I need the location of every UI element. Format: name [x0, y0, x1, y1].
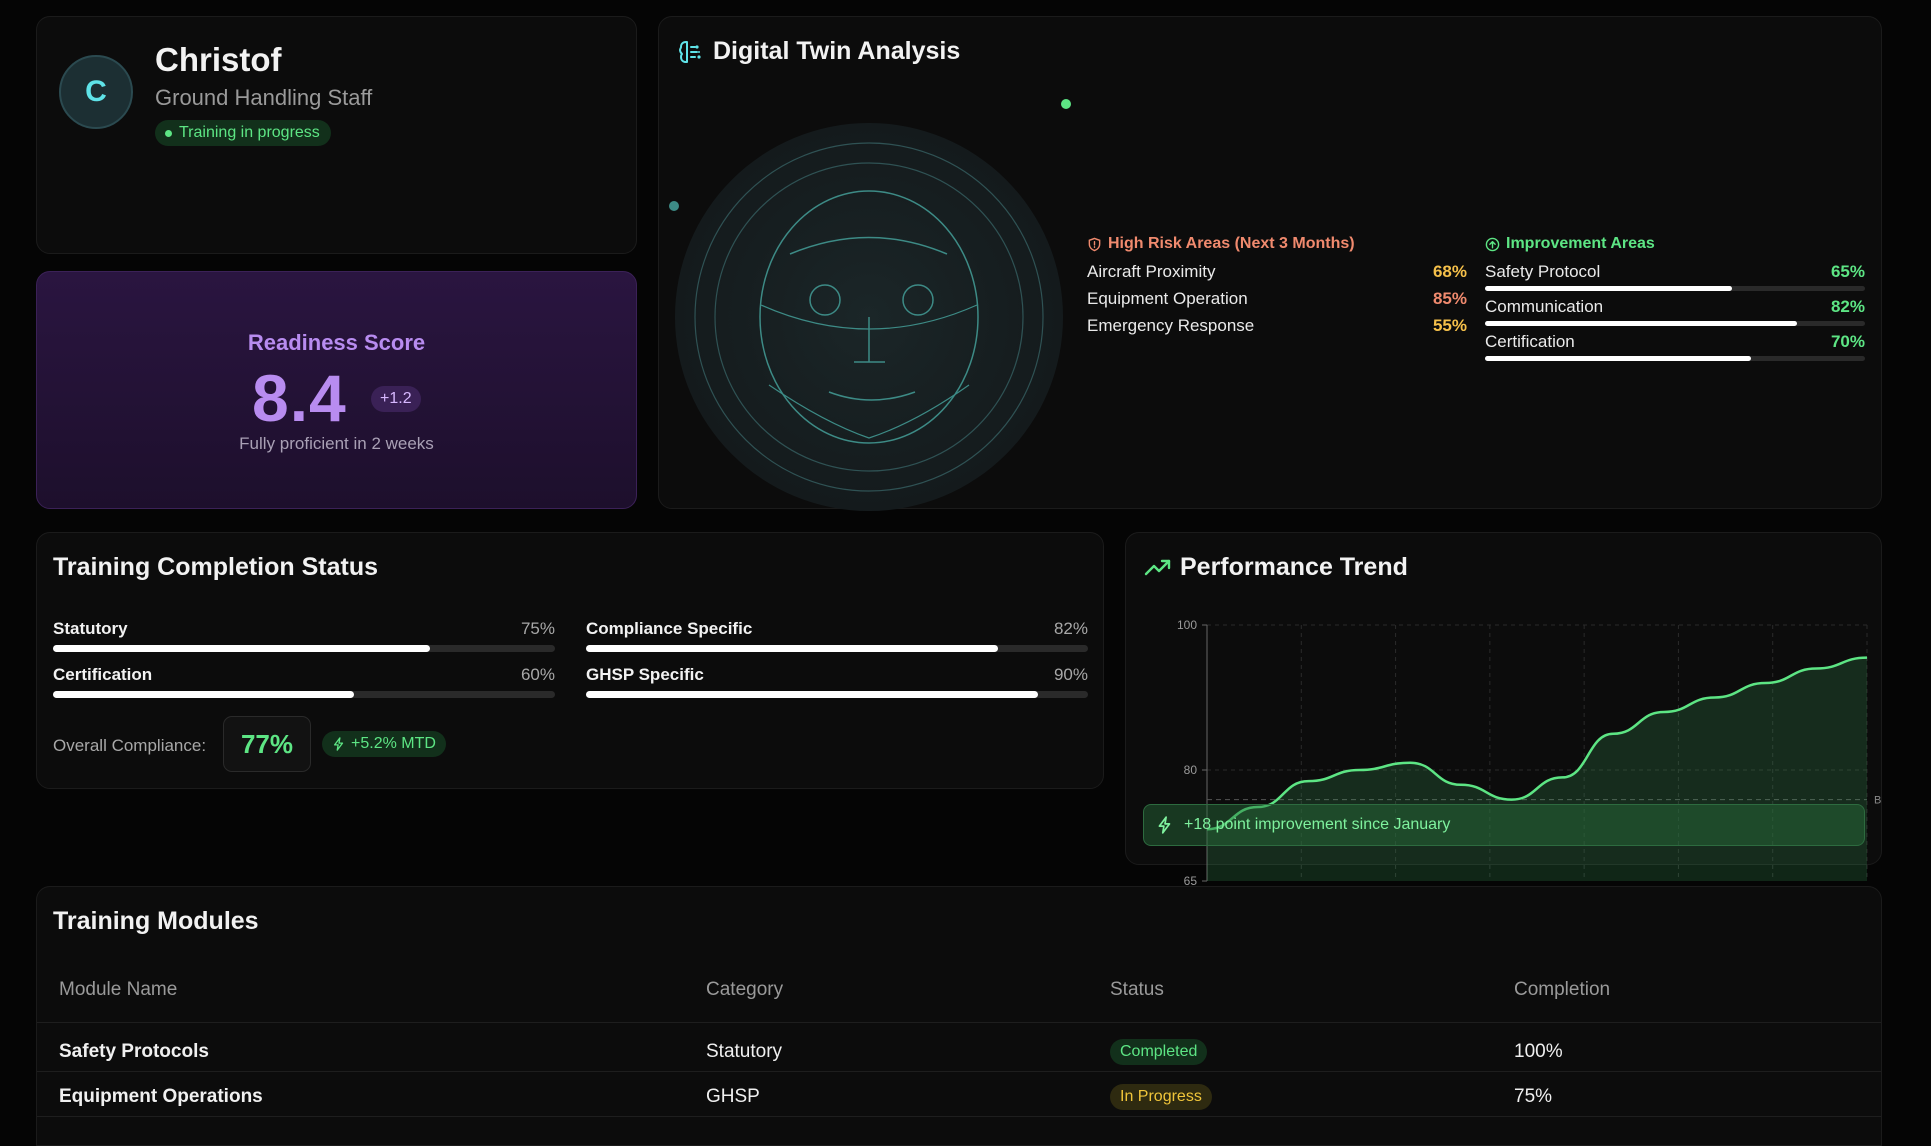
readiness-subtitle: Fully proficient in 2 weeks — [37, 434, 636, 454]
completion-progress-fill — [586, 645, 998, 652]
digital-twin-title: Digital Twin Analysis — [713, 37, 960, 66]
module-status-badge: In Progress — [1110, 1084, 1212, 1110]
profile-name: Christof — [155, 41, 282, 79]
high-risk-item-label: Aircraft Proximity — [1087, 262, 1215, 281]
table-divider — [37, 1022, 1881, 1023]
completion-progress-fill — [586, 691, 1038, 698]
table-row-divider — [37, 1071, 1881, 1072]
high-risk-item: Equipment Operation 85% — [1087, 289, 1467, 309]
completion-bar-label: GHSP Specific — [586, 665, 704, 685]
column-header-module-name[interactable]: Module Name — [59, 979, 177, 1001]
high-risk-item-value: 68% — [1433, 262, 1467, 282]
module-completion-cell: 100% — [1514, 1041, 1563, 1063]
high-risk-item-value: 85% — [1433, 289, 1467, 309]
completion-title: Training Completion Status — [53, 553, 378, 582]
compliance-change-label: +5.2% MTD — [351, 735, 436, 753]
y-tick-label: 80 — [1184, 763, 1198, 777]
profile-card: C Christof Ground Handling Staff Trainin… — [36, 16, 637, 254]
arrow-up-circle-icon — [1485, 237, 1500, 252]
improvement-item-value: 82% — [1831, 297, 1865, 317]
high-risk-item-label: Equipment Operation — [1087, 289, 1248, 308]
completion-bar-label: Certification — [53, 665, 152, 685]
training-completion-card: Training Completion Status Statutory 75% C… — [36, 532, 1104, 789]
improvement-item: Certification 70% — [1485, 332, 1865, 352]
training-modules-card: Training Modules Module Name Category St… — [36, 886, 1882, 1146]
readiness-title: Readiness Score — [37, 330, 636, 356]
high-risk-heading: High Risk Areas (Next 3 Months) — [1087, 235, 1355, 253]
profile-role: Ground Handling Staff — [155, 85, 372, 111]
completion-bar-value: 90% — [1054, 665, 1088, 685]
column-header-category[interactable]: Category — [706, 979, 783, 1001]
completion-progress-track — [53, 691, 555, 698]
modules-title: Training Modules — [53, 907, 259, 936]
overall-compliance-value: 77% — [223, 716, 311, 772]
improvement-progress-track — [1485, 321, 1865, 326]
column-header-completion[interactable]: Completion — [1514, 979, 1610, 1001]
readiness-card: Readiness Score 8.4 +1.2 Fully proficien… — [36, 271, 637, 509]
high-risk-title: High Risk Areas (Next 3 Months) — [1108, 235, 1355, 253]
improvement-item-label: Safety Protocol — [1485, 262, 1600, 281]
overall-compliance-label: Overall Compliance: — [53, 736, 206, 756]
improvement-item-value: 65% — [1831, 262, 1865, 282]
module-category-cell: GHSP — [706, 1086, 760, 1108]
module-category-cell: Statutory — [706, 1041, 782, 1063]
high-risk-item: Aircraft Proximity 68% — [1087, 262, 1467, 282]
high-risk-item-label: Emergency Response — [1087, 316, 1254, 335]
improvement-item-value: 70% — [1831, 332, 1865, 352]
improvement-progress-track — [1485, 286, 1865, 291]
avatar: C — [59, 55, 133, 129]
completion-bar-value: 60% — [521, 665, 555, 685]
module-name-cell: Safety Protocols — [59, 1041, 209, 1063]
completion-progress-track — [586, 691, 1088, 698]
improvement-item-label: Certification — [1485, 332, 1575, 351]
improvement-progress-track — [1485, 356, 1865, 361]
trend-area — [1207, 658, 1867, 881]
completion-bar-value: 75% — [521, 619, 555, 639]
completion-bar-label: Statutory — [53, 619, 128, 639]
improvement-note-text: +18 point improvement since January — [1184, 816, 1450, 834]
column-header-status[interactable]: Status — [1110, 979, 1164, 1001]
improvement-item: Communication 82% — [1485, 297, 1865, 317]
digital-twin-card: Digital Twin Analysis High Risk Areas (N… — [658, 16, 1882, 509]
completion-bar-value: 82% — [1054, 619, 1088, 639]
high-risk-item-value: 55% — [1433, 316, 1467, 336]
improvement-note: +18 point improvement since January — [1143, 804, 1865, 846]
improvement-title: Improvement Areas — [1506, 235, 1655, 253]
readiness-score: 8.4 — [252, 360, 347, 436]
completion-progress-track — [53, 645, 555, 652]
completion-progress-track — [586, 645, 1088, 652]
improvement-item: Safety Protocol 65% — [1485, 262, 1865, 282]
module-status-badge: Completed — [1110, 1039, 1207, 1065]
y-tick-label: 100 — [1177, 618, 1197, 632]
shield-icon — [1087, 237, 1102, 252]
status-badge: Training in progress — [155, 120, 331, 146]
readiness-delta-badge: +1.2 — [371, 386, 421, 412]
twin-marker-dot — [669, 201, 679, 211]
completion-bar-label: Compliance Specific — [586, 619, 752, 639]
improvement-progress-fill — [1485, 356, 1751, 361]
module-completion-cell: 75% — [1514, 1086, 1552, 1108]
status-badge-label: Training in progress — [179, 124, 320, 142]
improvement-heading: Improvement Areas — [1485, 235, 1655, 253]
high-risk-item: Emergency Response 55% — [1087, 316, 1467, 336]
lightning-icon — [1156, 816, 1174, 834]
improvement-item-label: Communication — [1485, 297, 1603, 316]
improvement-progress-fill — [1485, 321, 1797, 326]
compliance-change-badge: +5.2% MTD — [322, 731, 446, 757]
module-name-cell: Equipment Operations — [59, 1086, 263, 1108]
brain-icon — [677, 39, 703, 65]
improvement-progress-fill — [1485, 286, 1732, 291]
lightning-icon — [332, 737, 346, 751]
status-dot-icon — [165, 130, 172, 137]
completion-progress-fill — [53, 645, 430, 652]
completion-progress-fill — [53, 691, 354, 698]
reference-line-label: B — [1874, 795, 1881, 807]
digital-twin-face-visual — [675, 103, 1085, 513]
twin-marker-dot — [1061, 99, 1071, 109]
table-row-divider — [37, 1116, 1881, 1117]
